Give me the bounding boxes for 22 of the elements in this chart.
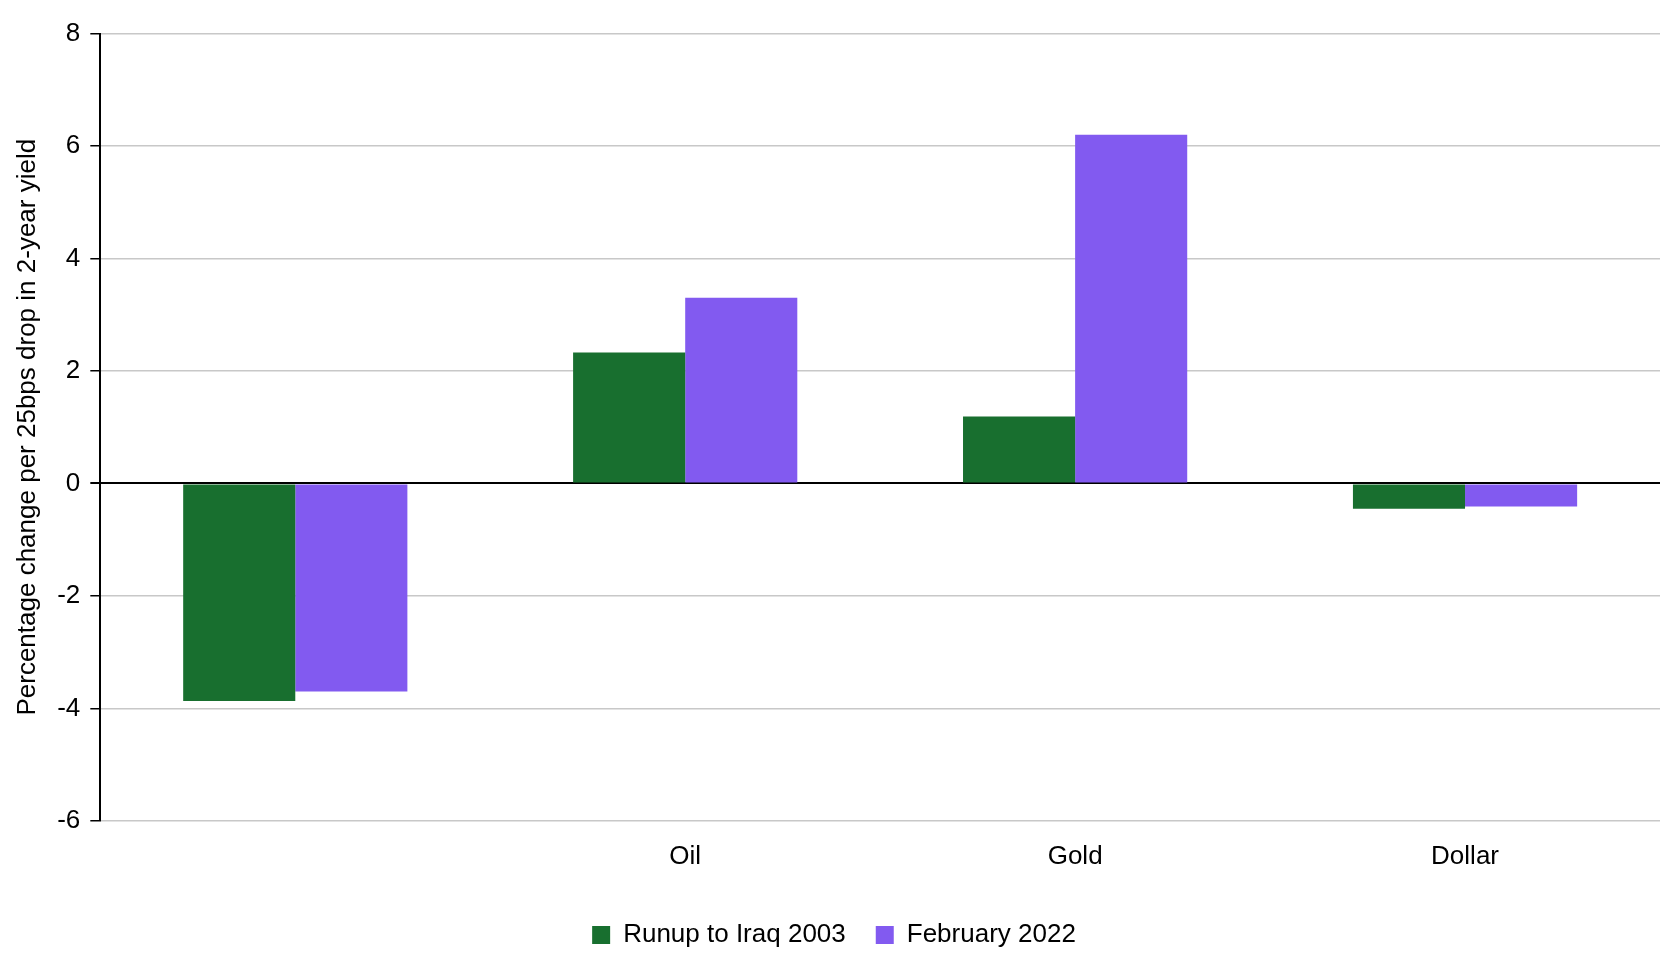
x-tick-label: Oil	[669, 839, 702, 870]
y-tick-label: -6	[57, 803, 81, 834]
y-tick-label: 8	[65, 16, 81, 47]
bar	[183, 484, 296, 702]
y-tick-label: 4	[65, 241, 81, 272]
bar	[295, 484, 408, 692]
x-tick-label: Dollar	[1431, 839, 1500, 870]
y-tick-label: 0	[65, 466, 81, 497]
bar	[685, 297, 798, 483]
y-tick-label: -4	[57, 691, 81, 722]
legend-label: February 2022	[906, 918, 1076, 949]
y-axis-title: Percentage change per 25bps drop in 2-year yield	[10, 138, 41, 716]
y-tick-label: 2	[65, 354, 81, 385]
bar	[1352, 484, 1466, 509]
bar	[1075, 134, 1188, 483]
bar	[573, 352, 686, 483]
legend-label: Runup to Iraq 2003	[623, 918, 846, 949]
y-tick-label: -2	[57, 579, 81, 610]
bar	[963, 416, 1076, 483]
bar	[1465, 484, 1578, 507]
y-tick-label: 6	[65, 129, 81, 160]
x-tick-label: Gold	[1047, 839, 1103, 870]
